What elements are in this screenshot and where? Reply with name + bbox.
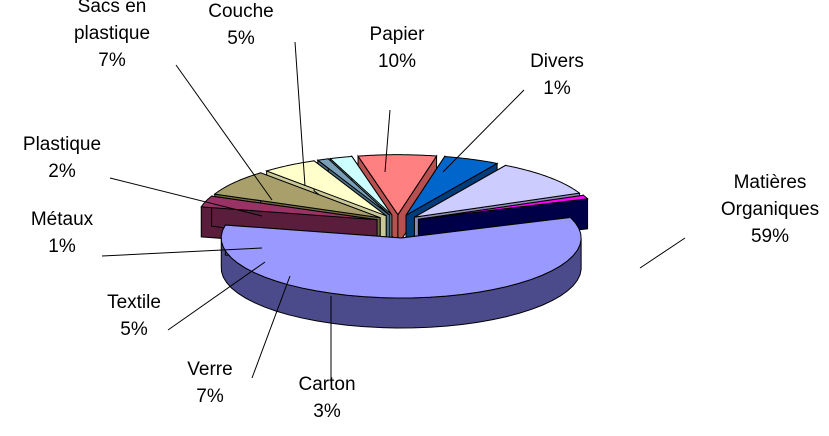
- slice-percent: 10%: [378, 51, 416, 72]
- leader-line: [101, 247, 263, 257]
- slice-labels: Matières Organiques 59% Carton 3% Verre 7% Text…: [23, 0, 819, 422]
- slice-name: Plastique: [23, 134, 101, 155]
- pie-slice-top: [414, 164, 581, 218]
- leader-line: [175, 64, 273, 201]
- leader-line: [384, 109, 391, 173]
- slice-name: Verre: [187, 359, 232, 380]
- pie-slice-top: [329, 155, 393, 216]
- leader-line: [251, 275, 291, 379]
- slice-name: Couche: [208, 1, 274, 22]
- pie-slices: [200, 154, 589, 329]
- slice-name: Sacs en: [78, 0, 147, 17]
- slice-label: Textile 5%: [107, 292, 161, 340]
- slice-name: Textile: [107, 292, 161, 313]
- slice-name: Carton: [298, 374, 355, 395]
- slice-name: plastique: [74, 23, 150, 44]
- slice-percent: 2%: [48, 161, 76, 182]
- slice-name: Organiques: [721, 199, 819, 220]
- slice-percent: 1%: [48, 236, 76, 257]
- slice-percent: 1%: [543, 78, 571, 99]
- slice-label: Papier 10%: [370, 24, 426, 72]
- leader-line: [294, 41, 306, 187]
- pie-slice-top: [213, 172, 381, 219]
- slice-label: Plastique 2%: [23, 134, 101, 182]
- slice-percent: 5%: [227, 28, 255, 49]
- slice-percent: 5%: [120, 319, 148, 340]
- slice-name: Matières: [734, 172, 807, 193]
- slice-percent: 7%: [98, 50, 126, 71]
- pie-slice-top: [357, 154, 438, 216]
- slice-name: Métaux: [31, 209, 94, 230]
- slice-label: Métaux 1%: [31, 209, 94, 257]
- slice-label: Matières Organiques 59%: [721, 172, 819, 247]
- slice-percent: 7%: [196, 386, 224, 407]
- leader-line: [639, 237, 686, 269]
- pie-slice: [220, 216, 582, 329]
- leader-line: [167, 261, 266, 331]
- pie-slice-top: [418, 194, 589, 220]
- leader-lines: [101, 41, 686, 382]
- slice-label: Verre 7%: [187, 359, 232, 407]
- slice-label: Carton 3%: [298, 374, 355, 422]
- slice-name: Divers: [530, 51, 584, 72]
- slice-label: Sacs en plastique 7%: [74, 0, 150, 71]
- leader-line: [109, 177, 263, 217]
- slice-percent: 3%: [313, 401, 341, 422]
- slice-name: Papier: [370, 24, 426, 45]
- pie-slice-top: [405, 156, 499, 216]
- leader-line: [442, 89, 525, 173]
- slice-label: Divers 1%: [530, 51, 584, 99]
- slice-percent: 59%: [751, 226, 789, 247]
- pie-slice-top: [316, 158, 391, 216]
- slice-label: Couche 5%: [208, 1, 274, 49]
- pie-slice-top: [265, 160, 387, 217]
- pie-slice-top: [220, 216, 582, 299]
